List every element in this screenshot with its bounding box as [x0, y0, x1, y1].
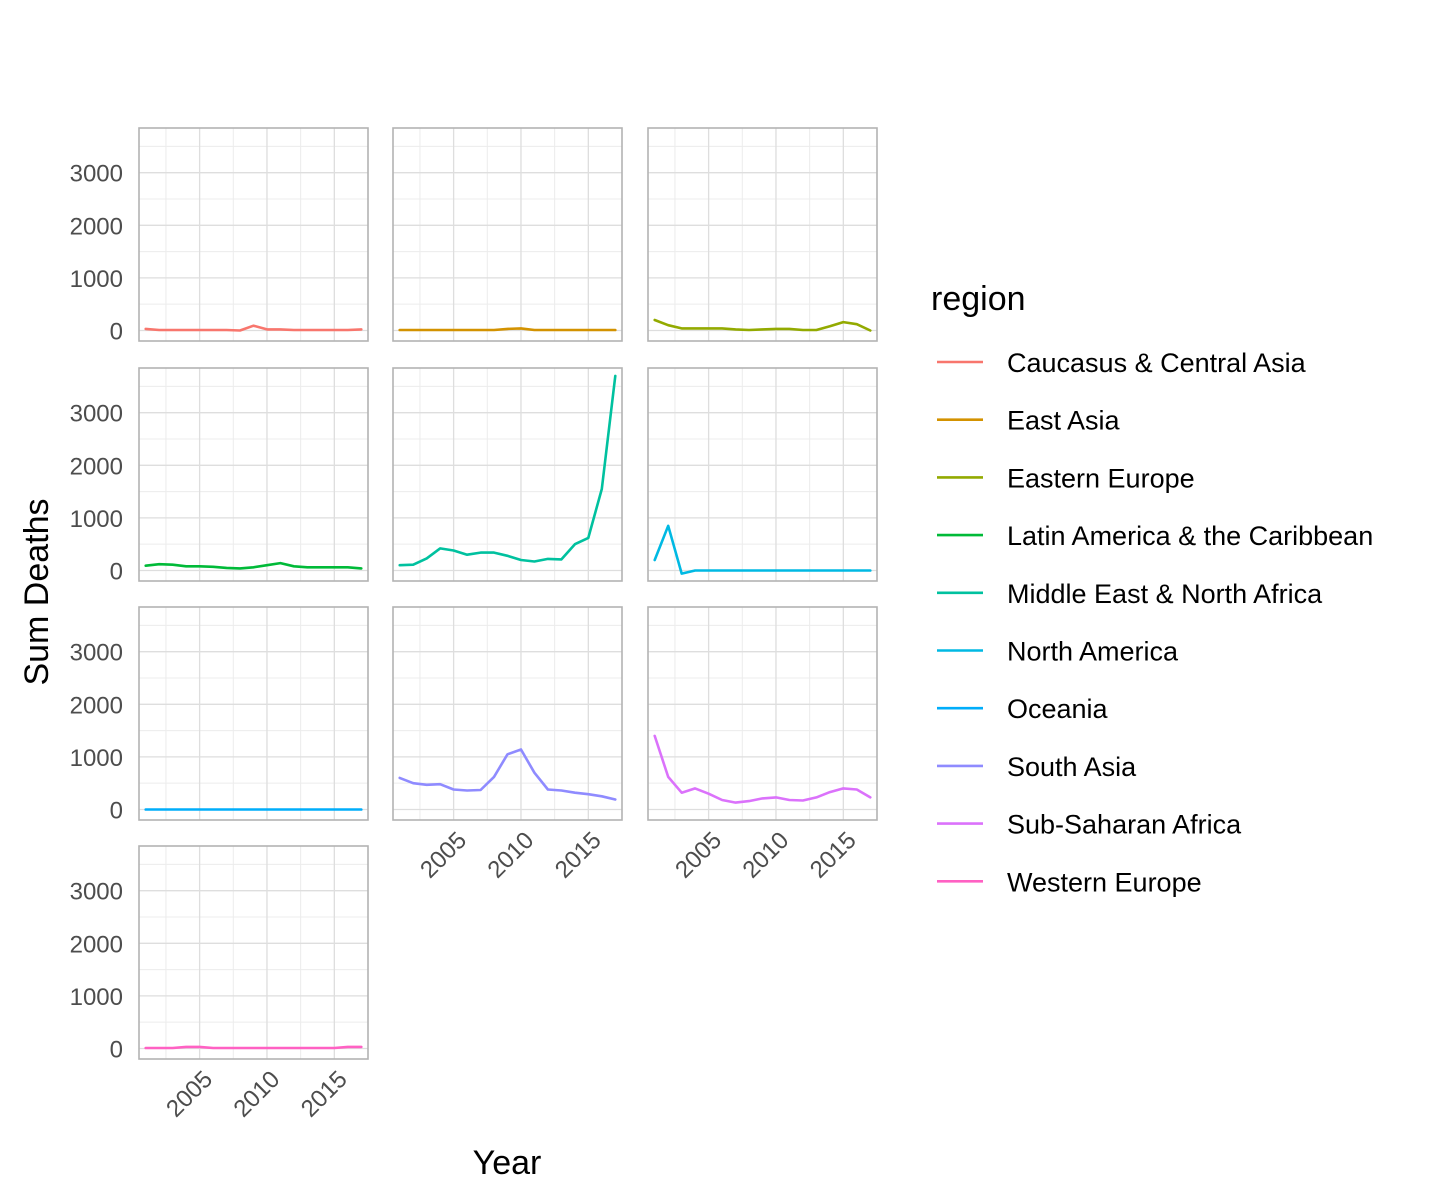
facet-panel: 0 1000 2000 3000: [70, 606, 369, 824]
facet-panel: 0 1000 2000 3000: [70, 367, 369, 585]
x-tick-label: 2015: [805, 827, 862, 884]
facet-panel: [392, 127, 623, 342]
panel-border: [392, 367, 623, 582]
legend-item: Latin America & the Caribbean: [937, 521, 1373, 551]
series-line: [144, 324, 363, 332]
legend-item: Caucasus & Central Asia: [937, 348, 1307, 378]
x-tick-label: 2010: [229, 1066, 286, 1123]
x-tick-label: 2015: [296, 1066, 353, 1123]
legend-items: Caucasus & Central Asia East Asia Eastern …: [937, 348, 1373, 897]
facet-panel: 2005 2010 2015: [647, 606, 878, 884]
y-tick-label: 1000: [70, 506, 123, 533]
panel-border: [647, 127, 878, 342]
facet-panels: 0 1000 2000 3000 0 1000 2000 3000 0 1000 2000 3000 2…: [70, 127, 878, 1123]
legend-label: Oceania: [1007, 694, 1109, 724]
y-tick-label: 0: [110, 558, 123, 585]
series-line: [144, 561, 363, 570]
legend-item: Western Europe: [937, 867, 1202, 897]
legend-label: Western Europe: [1007, 867, 1202, 897]
panel-border: [138, 606, 369, 821]
y-tick-label: 1000: [70, 266, 123, 293]
facet-panel: 0 1000 2000 3000 2005 2010 2015: [70, 845, 369, 1123]
legend-label: Latin America & the Caribbean: [1007, 521, 1373, 551]
x-tick-label: 2005: [415, 827, 472, 884]
panel-border: [392, 606, 623, 821]
x-tick-label: 2005: [161, 1066, 218, 1123]
legend-item: South Asia: [937, 752, 1137, 782]
legend-label: Caucasus & Central Asia: [1007, 348, 1307, 378]
y-axis-title: Sum Deaths: [18, 498, 56, 685]
panel-border: [138, 367, 369, 582]
y-tick-label: 0: [110, 318, 123, 345]
y-tick-label: 3000: [70, 161, 123, 188]
legend-label: Sub-Saharan Africa: [1007, 810, 1242, 840]
legend-item: Sub-Saharan Africa: [937, 810, 1242, 840]
facet-panel: 0 1000 2000 3000: [70, 127, 369, 345]
legend-label: Middle East & North Africa: [1007, 579, 1323, 609]
facet-panel: [392, 367, 623, 582]
y-tick-label: 2000: [70, 931, 123, 958]
facet-panel: 2005 2010 2015: [392, 606, 623, 884]
y-tick-label: 2000: [70, 692, 123, 719]
legend-item: Oceania: [937, 694, 1109, 724]
panel-border: [392, 127, 623, 342]
legend-label: North America: [1007, 637, 1179, 667]
series-line: [653, 734, 872, 804]
series-line: [144, 1045, 363, 1050]
legend-item: East Asia: [937, 406, 1121, 436]
series-line: [398, 748, 617, 801]
y-tick-label: 2000: [70, 213, 123, 240]
y-tick-label: 1000: [70, 984, 123, 1011]
y-tick-label: 3000: [70, 401, 123, 428]
x-axis-title: Year: [473, 1144, 542, 1182]
y-tick-label: 1000: [70, 745, 123, 772]
y-tick-label: 2000: [70, 453, 123, 480]
x-tick-label: 2010: [738, 827, 795, 884]
x-tick-label: 2015: [550, 827, 607, 884]
y-tick-label: 0: [110, 1036, 123, 1063]
panel-border: [138, 127, 369, 342]
legend-item: Middle East & North Africa: [937, 579, 1323, 609]
panel-border: [647, 606, 878, 821]
panel-border: [647, 367, 878, 582]
x-tick-label: 2010: [483, 827, 540, 884]
legend-item: North America: [937, 637, 1179, 667]
y-tick-label: 3000: [70, 640, 123, 667]
legend-label: South Asia: [1007, 752, 1137, 782]
legend-label: East Asia: [1007, 406, 1121, 436]
series-line: [653, 318, 872, 332]
series-line: [398, 374, 617, 567]
y-tick-label: 3000: [70, 879, 123, 906]
series-line: [653, 524, 872, 575]
legend-label: Eastern Europe: [1007, 463, 1195, 493]
panel-border: [138, 845, 369, 1060]
legend-item: Eastern Europe: [937, 463, 1195, 493]
legend-title: region: [931, 280, 1026, 318]
series-line: [398, 327, 617, 332]
y-tick-label: 0: [110, 797, 123, 824]
facet-panel: [647, 367, 878, 582]
x-tick-label: 2005: [670, 827, 727, 884]
facet-panel: [647, 127, 878, 342]
legend: region Caucasus & Central Asia East Asia E…: [931, 280, 1373, 897]
